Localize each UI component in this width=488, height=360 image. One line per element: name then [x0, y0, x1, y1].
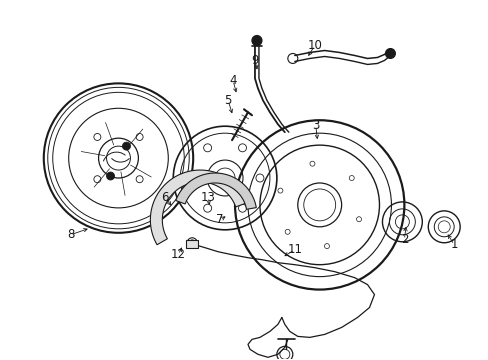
Circle shape [385, 49, 395, 58]
Polygon shape [176, 173, 256, 209]
Text: 1: 1 [449, 238, 457, 251]
Circle shape [106, 172, 114, 180]
Text: 11: 11 [287, 243, 302, 256]
Text: 6: 6 [161, 192, 169, 204]
Polygon shape [150, 170, 246, 245]
Text: 10: 10 [306, 39, 322, 52]
Text: 13: 13 [200, 192, 215, 204]
Circle shape [251, 36, 262, 45]
Text: 12: 12 [170, 248, 185, 261]
FancyBboxPatch shape [186, 240, 198, 248]
Text: 5: 5 [224, 94, 231, 107]
Circle shape [122, 142, 130, 150]
Text: 9: 9 [251, 54, 258, 67]
Text: 3: 3 [311, 119, 319, 132]
Text: 4: 4 [229, 74, 236, 87]
Text: 8: 8 [67, 228, 74, 241]
Text: 7: 7 [216, 213, 224, 226]
Text: 2: 2 [400, 233, 407, 246]
